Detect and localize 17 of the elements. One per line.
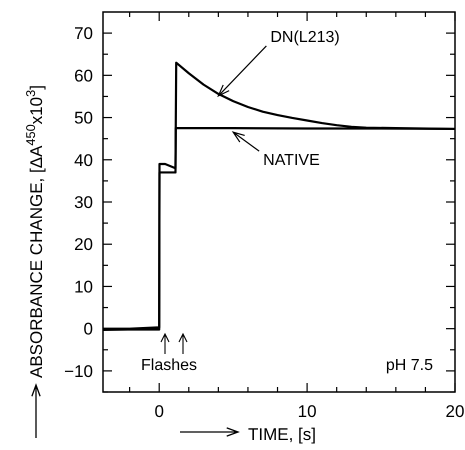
y-tick-label: 60	[74, 66, 93, 86]
y-tick-label: 70	[74, 24, 93, 44]
y-tick-label: 30	[74, 193, 93, 212]
annotation: DN(L213)	[270, 28, 340, 46]
y-tick-label: 50	[74, 108, 93, 128]
x-axis-title: TIME, [s]	[248, 425, 316, 444]
y-tick-label: −10	[64, 362, 93, 381]
y-tick-label: 10	[74, 277, 93, 296]
y-tick-label: 40	[74, 150, 93, 170]
x-tick-label: 20	[446, 402, 464, 421]
y-tick-label: 0	[84, 320, 93, 339]
annotation: NATIVE	[263, 152, 320, 170]
x-tick-label: 10	[298, 402, 317, 421]
annotation: pH 7.5	[386, 357, 434, 374]
x-tick-label: 0	[154, 402, 164, 421]
annotation: Flashes	[141, 357, 198, 374]
y-tick-label: 20	[74, 235, 93, 254]
